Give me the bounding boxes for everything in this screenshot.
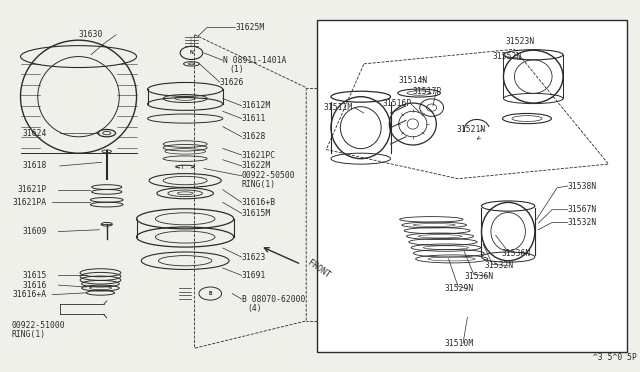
Text: 31517P: 31517P bbox=[413, 87, 442, 96]
Text: 31615M: 31615M bbox=[242, 209, 271, 218]
Text: 31615: 31615 bbox=[22, 271, 47, 280]
Text: 31630: 31630 bbox=[79, 30, 103, 39]
Text: 31625M: 31625M bbox=[236, 23, 264, 32]
Text: 31612M: 31612M bbox=[242, 101, 271, 110]
Text: ^3 5^0 5P: ^3 5^0 5P bbox=[593, 353, 637, 362]
Text: 31621PC: 31621PC bbox=[242, 151, 276, 160]
Text: 31611: 31611 bbox=[242, 114, 266, 123]
Text: 31628: 31628 bbox=[242, 132, 266, 141]
Text: 31538N: 31538N bbox=[568, 182, 597, 190]
Text: (1): (1) bbox=[229, 65, 244, 74]
Text: 31511M: 31511M bbox=[323, 103, 353, 112]
Text: 31536N: 31536N bbox=[464, 272, 493, 281]
Text: 31624: 31624 bbox=[22, 129, 47, 138]
Text: 31621PA: 31621PA bbox=[13, 198, 47, 207]
Text: 31532N: 31532N bbox=[568, 218, 597, 227]
Text: 31567N: 31567N bbox=[568, 205, 597, 214]
Text: 31514N: 31514N bbox=[398, 76, 428, 85]
Text: 31626: 31626 bbox=[220, 78, 244, 87]
Text: N: N bbox=[189, 51, 193, 55]
Text: 31621P: 31621P bbox=[18, 185, 47, 194]
Text: B: B bbox=[209, 291, 212, 296]
Text: 31691: 31691 bbox=[242, 271, 266, 280]
Text: 31616+B: 31616+B bbox=[242, 198, 276, 207]
Text: 00922-50500: 00922-50500 bbox=[242, 171, 295, 180]
Text: 31609: 31609 bbox=[22, 227, 47, 236]
Text: RING(1): RING(1) bbox=[12, 330, 45, 339]
Text: 31618: 31618 bbox=[22, 161, 47, 170]
Text: 31529N: 31529N bbox=[444, 284, 474, 293]
Text: 31623: 31623 bbox=[242, 253, 266, 262]
Text: 31516P: 31516P bbox=[383, 99, 412, 109]
Text: 31532N: 31532N bbox=[484, 261, 513, 270]
Text: 31521N: 31521N bbox=[457, 125, 486, 134]
Text: 31552N: 31552N bbox=[493, 52, 522, 61]
Bar bbox=[317, 20, 627, 352]
Text: N 08911-1401A: N 08911-1401A bbox=[223, 56, 286, 65]
Text: 31510M: 31510M bbox=[444, 339, 474, 348]
Text: 00922-51000: 00922-51000 bbox=[12, 321, 65, 330]
Text: FRONT: FRONT bbox=[306, 258, 332, 280]
Text: B 08070-62000: B 08070-62000 bbox=[242, 295, 305, 304]
Text: 31622M: 31622M bbox=[242, 161, 271, 170]
Text: 31536N: 31536N bbox=[502, 249, 531, 258]
Text: (4): (4) bbox=[248, 304, 262, 312]
Text: 31523N: 31523N bbox=[505, 38, 534, 46]
Text: RING(1): RING(1) bbox=[242, 180, 276, 189]
Text: 31616+A: 31616+A bbox=[13, 290, 47, 299]
Text: 31616: 31616 bbox=[22, 280, 47, 290]
